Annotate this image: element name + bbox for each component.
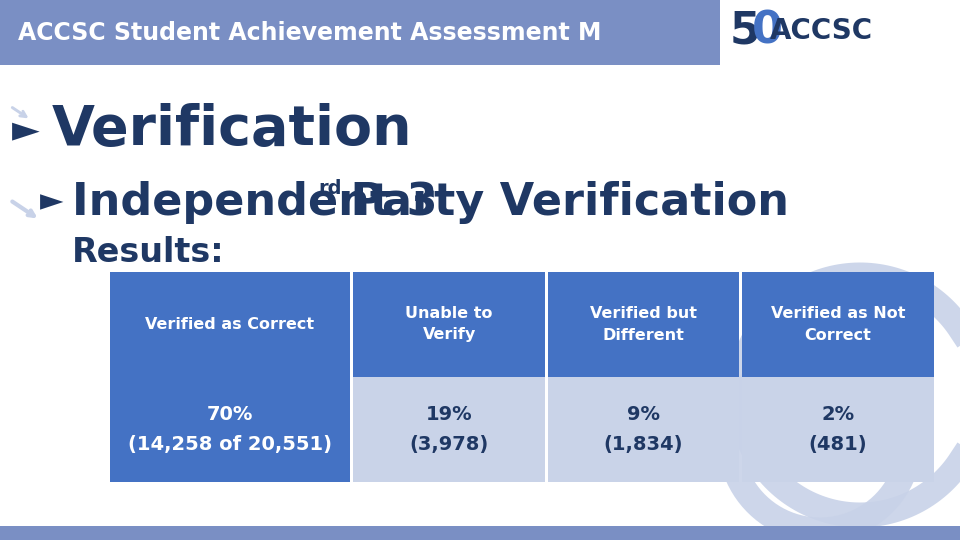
Bar xyxy=(0,526,960,540)
Text: Verified as Correct: Verified as Correct xyxy=(145,317,315,332)
Text: ACCSC Student Achievement Assessment M: ACCSC Student Achievement Assessment M xyxy=(18,21,601,45)
Text: 70%
(14,258 of 20,551): 70% (14,258 of 20,551) xyxy=(128,405,332,454)
Bar xyxy=(353,272,545,377)
Bar xyxy=(0,0,960,65)
Text: Verified as Not
Correct: Verified as Not Correct xyxy=(771,307,905,342)
Text: 9%
(1,834): 9% (1,834) xyxy=(604,405,684,454)
Text: 2%
(481): 2% (481) xyxy=(808,405,867,454)
Bar xyxy=(109,377,350,482)
Text: 5: 5 xyxy=(730,10,761,52)
Bar xyxy=(353,377,545,482)
Bar xyxy=(548,377,739,482)
Text: ACCSC: ACCSC xyxy=(770,17,874,45)
Bar xyxy=(720,0,960,65)
Text: Unable to
Verify: Unable to Verify xyxy=(405,307,492,342)
Text: Verification: Verification xyxy=(52,103,413,157)
Text: ►: ► xyxy=(12,113,39,147)
Text: Verified but
Different: Verified but Different xyxy=(590,307,697,342)
Bar xyxy=(742,272,933,377)
Text: 0: 0 xyxy=(752,10,783,52)
Bar xyxy=(548,272,739,377)
Bar xyxy=(742,377,933,482)
Text: Independent 3: Independent 3 xyxy=(72,180,438,224)
Text: Party Verification: Party Verification xyxy=(335,180,789,224)
Text: ►: ► xyxy=(40,187,63,217)
Text: 19%
(3,978): 19% (3,978) xyxy=(410,405,489,454)
Bar xyxy=(109,272,350,377)
Text: Results:: Results: xyxy=(72,235,225,268)
Text: rd: rd xyxy=(318,179,342,198)
